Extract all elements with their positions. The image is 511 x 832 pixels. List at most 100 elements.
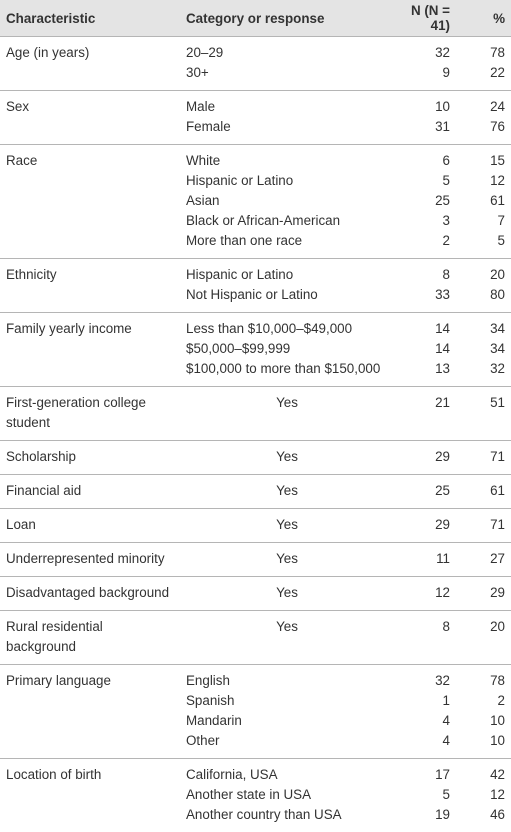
characteristic-cell: Financial aid xyxy=(0,475,180,509)
category-cell: $100,000 to more than $150,000 xyxy=(180,359,394,387)
category-cell: Male xyxy=(180,91,394,118)
count-cell: 9 xyxy=(394,63,456,91)
percent-cell: 29 xyxy=(456,577,511,611)
category-cell: Yes xyxy=(180,509,394,543)
count-cell: 6 xyxy=(394,145,456,172)
count-cell: 10 xyxy=(394,91,456,118)
count-cell: 13 xyxy=(394,359,456,387)
count-cell: 1 xyxy=(394,691,456,711)
count-cell: 25 xyxy=(394,475,456,509)
category-cell: Yes xyxy=(180,441,394,475)
category-cell: Other xyxy=(180,731,394,759)
percent-cell: 46 xyxy=(456,805,511,832)
percent-cell: 20 xyxy=(456,611,511,665)
page: {"table": { "header": ["Characteristic",… xyxy=(0,0,511,761)
percent-cell: 10 xyxy=(456,711,511,731)
percent-cell: 34 xyxy=(456,313,511,340)
category-cell: Yes xyxy=(180,543,394,577)
percent-cell: 10 xyxy=(456,731,511,759)
characteristic-cell: Underrepresented minority xyxy=(0,543,180,577)
count-cell: 32 xyxy=(394,665,456,692)
count-cell: 21 xyxy=(394,387,456,441)
characteristic-cell: Location of birth xyxy=(0,759,180,832)
percent-cell: 12 xyxy=(456,171,511,191)
characteristic-cell: Primary language xyxy=(0,665,180,759)
category-cell: 20–29 xyxy=(180,37,394,64)
characteristic-cell: Age (in years) xyxy=(0,37,180,91)
percent-cell: 22 xyxy=(456,63,511,91)
count-cell: 14 xyxy=(394,339,456,359)
characteristic-cell: Family yearly income xyxy=(0,313,180,387)
characteristic-cell: Disadvantaged background xyxy=(0,577,180,611)
category-cell: California, USA xyxy=(180,759,394,786)
header-row: Characteristic Category or response N (N… xyxy=(0,0,511,37)
category-cell: Another country than USA xyxy=(180,805,394,832)
count-cell: 32 xyxy=(394,37,456,64)
percent-cell: 80 xyxy=(456,285,511,313)
characteristic-cell: Loan xyxy=(0,509,180,543)
table-header: Characteristic Category or response N (N… xyxy=(0,0,511,37)
percent-cell: 78 xyxy=(456,37,511,64)
header-cell: N (N = 41) xyxy=(394,0,456,37)
category-cell: Yes xyxy=(180,387,394,441)
count-cell: 5 xyxy=(394,171,456,191)
count-cell: 3 xyxy=(394,211,456,231)
count-cell: 33 xyxy=(394,285,456,313)
characteristic-cell: Sex xyxy=(0,91,180,145)
count-cell: 19 xyxy=(394,805,456,832)
count-cell: 12 xyxy=(394,577,456,611)
count-cell: 31 xyxy=(394,117,456,145)
percent-cell: 78 xyxy=(456,665,511,692)
category-cell: Hispanic or Latino xyxy=(180,171,394,191)
category-cell: Hispanic or Latino xyxy=(180,259,394,286)
percent-cell: 61 xyxy=(456,475,511,509)
count-cell: 8 xyxy=(394,611,456,665)
characteristic-cell: First-generation college student xyxy=(0,387,180,441)
percent-cell: 27 xyxy=(456,543,511,577)
header-cell: Category or response xyxy=(180,0,394,37)
category-cell: Asian xyxy=(180,191,394,211)
category-cell: Female xyxy=(180,117,394,145)
header-cell: % xyxy=(456,0,511,37)
count-cell: 29 xyxy=(394,441,456,475)
count-cell: 14 xyxy=(394,313,456,340)
characteristic-cell: Ethnicity xyxy=(0,259,180,313)
count-cell: 11 xyxy=(394,543,456,577)
category-cell: Another state in USA xyxy=(180,785,394,805)
characteristic-cell: Race xyxy=(0,145,180,259)
percent-cell: 34 xyxy=(456,339,511,359)
count-cell: 4 xyxy=(394,711,456,731)
characteristic-cell: Scholarship xyxy=(0,441,180,475)
category-cell: Spanish xyxy=(180,691,394,711)
category-cell: Not Hispanic or Latino xyxy=(180,285,394,313)
percent-cell: 71 xyxy=(456,441,511,475)
percent-cell: 5 xyxy=(456,231,511,259)
characteristic-cell: Rural residential background xyxy=(0,611,180,665)
percent-cell: 12 xyxy=(456,785,511,805)
category-cell: White xyxy=(180,145,394,172)
count-cell: 17 xyxy=(394,759,456,786)
